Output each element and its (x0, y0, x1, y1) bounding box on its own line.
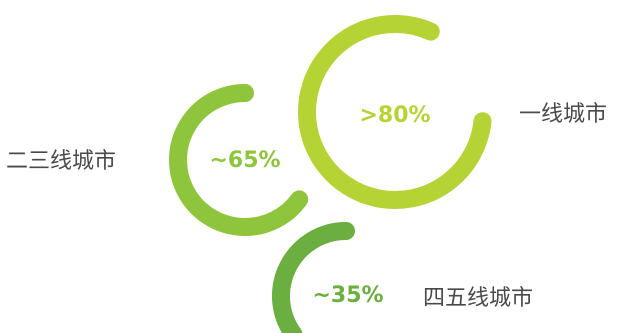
value-label-tier4-5: ~35% (312, 283, 383, 308)
value-label-tier1: >80% (359, 103, 430, 128)
category-label-tier2-3: 二三线城市 (6, 149, 116, 174)
value-label-tier2-3: ~65% (209, 148, 280, 173)
ring-tier2-3 (169, 84, 309, 236)
ring-tier1 (298, 15, 492, 209)
category-label-tier4-5: 四五线城市 (423, 286, 533, 311)
ring-tier4-5 (272, 222, 355, 333)
category-label-tier1: 一线城市 (519, 102, 607, 127)
